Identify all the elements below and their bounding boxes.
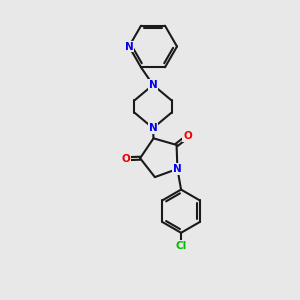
- Text: O: O: [122, 154, 131, 164]
- Text: N: N: [148, 80, 158, 90]
- Text: N: N: [124, 41, 134, 52]
- Text: N: N: [148, 123, 158, 133]
- Text: Cl: Cl: [176, 241, 187, 251]
- Text: O: O: [183, 131, 192, 141]
- Text: N: N: [173, 164, 182, 174]
